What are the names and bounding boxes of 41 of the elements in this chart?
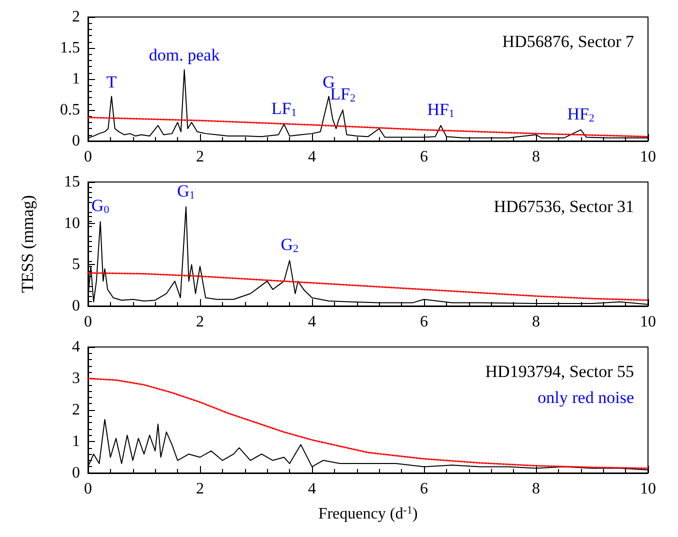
x-tick-label: 4: [308, 314, 316, 330]
x-tick-label: 10: [640, 480, 656, 498]
y-tick-label: 3: [72, 370, 80, 387]
y-tick-label: 0.5: [60, 102, 80, 118]
x-tick-label: 0: [84, 480, 92, 498]
x-tick-label: 2: [196, 314, 204, 330]
x-tick-label: 6: [420, 148, 428, 166]
text: HD193794, Sector 55: [485, 362, 634, 381]
y-tick-label: 15: [64, 174, 80, 190]
y-tick-label: 0: [72, 464, 80, 482]
annotation: only red noise: [538, 388, 634, 407]
text: HD56876, Sector 7: [502, 32, 634, 51]
x-tick-label: 6: [420, 314, 428, 330]
y-tick-label: 1.5: [60, 40, 80, 56]
y-tick-label: 1: [72, 70, 80, 88]
y-tick-label: 5: [72, 256, 80, 274]
y-tick-label: 4: [72, 338, 80, 356]
y-tick-label: 0: [72, 132, 80, 150]
x-tick-label: 2: [196, 480, 204, 498]
annotation: T: [106, 72, 118, 92]
x-tick-label: 6: [420, 480, 428, 498]
line-series: [87, 272, 649, 301]
x-tick-label: 8: [532, 480, 540, 498]
x-tick-label: 2: [196, 148, 204, 166]
y-tick-label: 10: [64, 214, 80, 232]
y-tick-label: 2: [72, 8, 80, 26]
x-tick-label: 8: [532, 314, 540, 330]
annotation: dom. peak: [148, 46, 220, 65]
y-tick-label: 0: [72, 298, 80, 314]
text: HD67536, Sector 31: [494, 197, 634, 216]
x-tick-label: 10: [640, 148, 656, 166]
y-axis-title: TESS (mmag): [18, 195, 37, 293]
x-tick-label: 0: [84, 148, 92, 166]
x-tick-label: 0: [84, 314, 92, 330]
x-tick-label: 4: [308, 148, 316, 166]
y-tick-label: 2: [72, 402, 80, 418]
y-tick-label: 1: [72, 433, 80, 450]
x-tick-label: 10: [640, 314, 656, 330]
line-series: [87, 378, 649, 470]
x-tick-label: 4: [308, 480, 316, 498]
x-tick-label: 8: [532, 148, 540, 166]
